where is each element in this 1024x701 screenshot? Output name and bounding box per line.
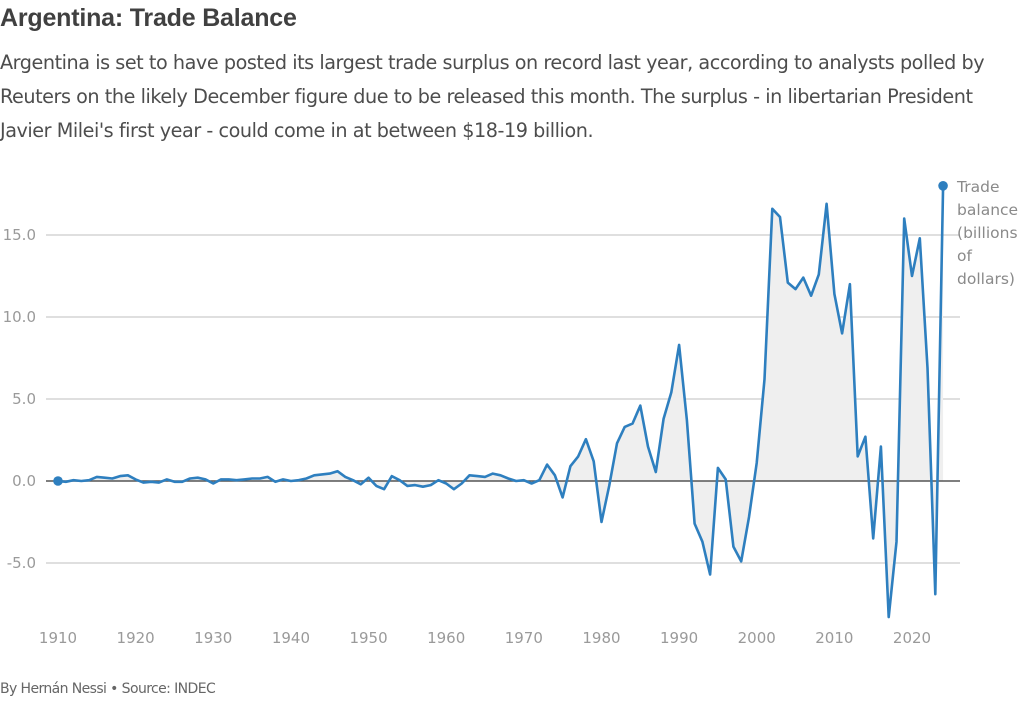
x-tick-label: 1940	[272, 629, 310, 647]
start-point-marker	[53, 476, 63, 486]
series-label-line: Trade	[956, 178, 999, 196]
area-fill	[58, 185, 944, 618]
chart-subtitle: Argentina is set to have posted its larg…	[0, 51, 985, 142]
series-label-line: (billions	[957, 224, 1018, 242]
series-line-layer	[53, 181, 948, 619]
x-tick-label: 1950	[349, 629, 387, 647]
byline-source: By Hernán Nessi • Source: INDEC	[0, 681, 216, 697]
y-tick-label: 15.0	[3, 226, 36, 244]
y-tick-label: 5.0	[12, 390, 36, 408]
x-tick-label: 1910	[39, 629, 77, 647]
x-tick-label: 2000	[738, 629, 776, 647]
x-tick-label: 1990	[660, 629, 698, 647]
y-tick-label: 0.0	[12, 472, 36, 490]
trade-balance-line	[57, 185, 945, 619]
x-tick-label: 2010	[815, 629, 853, 647]
end-point-marker	[938, 181, 948, 191]
x-tick-label: 1960	[427, 629, 465, 647]
x-tick-label: 1970	[505, 629, 543, 647]
x-tick-label: 2020	[893, 629, 931, 647]
y-tick-label: -5.0	[7, 554, 36, 572]
series-label-line: balance	[957, 201, 1018, 219]
series-label: Trade balance (billions of dollars)	[956, 178, 1018, 288]
chart-title: Argentina: Trade Balance	[0, 4, 297, 32]
x-tick-label: 1980	[582, 629, 620, 647]
x-tick-label: 1920	[117, 629, 155, 647]
y-tick-label: 10.0	[3, 308, 36, 326]
x-axis-tick-labels: 1910 1920 1930 1940 1950 1960 1970 1980 1990 2000…	[39, 629, 931, 647]
series-label-line: of	[957, 247, 972, 265]
series-label-line: dollars)	[957, 270, 1015, 288]
y-axis-tick-labels: 15.0 10.0 5.0 0.0 -5.0	[3, 226, 36, 572]
x-tick-label: 1930	[194, 629, 232, 647]
area-fill-layer	[58, 185, 944, 618]
